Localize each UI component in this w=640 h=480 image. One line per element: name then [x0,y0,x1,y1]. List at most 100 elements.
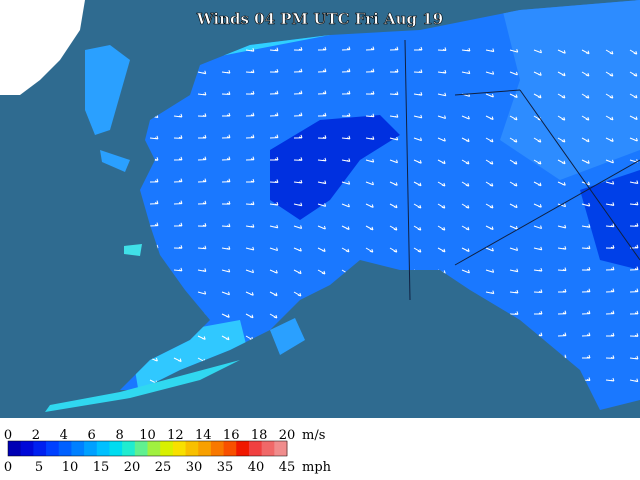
wind-arrow [317,112,327,117]
wind-arrow [605,223,615,228]
wind-arrow [269,201,279,206]
wind-arrow [629,310,639,315]
wind-arrow [245,112,255,117]
legend-swatch [122,441,136,456]
mph-label: 20 [124,460,141,475]
ms-label: 0 [4,428,12,443]
legend-swatch [46,441,60,456]
ms-unit: m/s [302,428,325,443]
wind-arrow [533,159,542,165]
wind-arrow [509,181,518,187]
wind-arrow [605,245,615,249]
wind-arrow [413,69,423,74]
legend-swatch [248,441,263,456]
wind-arrow [437,181,446,187]
wind-arrow [245,69,255,74]
wind-arrow [509,203,518,209]
wind-arrow [341,158,351,163]
wind-arrow [461,247,470,252]
wind-arrow [269,269,278,274]
wind-arrow [221,156,231,161]
seward-peninsula [85,45,130,135]
legend-swatch [58,441,72,456]
legend-swatch [210,441,225,456]
legend-swatch [185,441,199,456]
wind-arrow [221,313,230,318]
wind-arrow [557,137,566,143]
wind-arrow [269,313,278,319]
wind-arrow [509,115,518,121]
wind-arrow [605,159,614,164]
wind-arrow [485,181,494,187]
wind-arrow [581,224,591,228]
wind-arrow [221,200,231,205]
st-lawrence-island [100,150,130,172]
wind-arrow [557,288,567,293]
wind-arrow [269,112,279,117]
mph-label: 40 [248,460,265,475]
wind-arrow [581,310,591,315]
wind-arrow [629,115,638,121]
wind-arrow [389,91,399,96]
wind-arrow [221,178,231,183]
wind-arrow [605,137,614,142]
wind-arrow [341,225,350,230]
wind-arrow [317,68,327,73]
wind-arrow [173,267,183,272]
wind-arrow [485,290,495,295]
wind-arrow [413,159,422,164]
ms-label: 2 [32,428,40,443]
wind-arrow [389,159,398,164]
wind-arrow [221,134,231,139]
wind-arrow [485,115,494,121]
wind-arrow [245,246,255,251]
legend-swatch [261,441,275,456]
wind-arrow [389,114,399,118]
wind-arrow [533,289,543,293]
legend-swatch [8,441,22,456]
wind-arrow [557,224,567,229]
wind-arrow [533,246,543,251]
wind-arrow [269,156,279,161]
wind-arrow [581,71,590,77]
wind-arrow [149,135,159,140]
wind-arrow [317,46,327,51]
wind-arrow [221,223,231,228]
wind-arrow [437,159,446,165]
wind-arrow [629,71,638,77]
wind-arrow [581,245,591,250]
wind-arrow [197,268,207,272]
ms-label: 10 [139,428,156,443]
wind-arrow [629,288,639,293]
mph-label: 25 [155,460,172,475]
wind-arrow [509,225,518,230]
wind-arrow [509,159,518,165]
wind-arrow [629,223,639,227]
wind-arrow [221,112,231,117]
ms-label: 14 [195,428,212,443]
wind-arrow [389,181,398,186]
wind-arrow [629,49,638,55]
wind-arrow [245,156,255,161]
wind-arrow [629,378,639,383]
wind-arrow [413,92,423,96]
wind-arrow [221,268,231,273]
wind-arrow [269,291,278,297]
wind-arrow [605,49,614,55]
wind-arrow [485,71,495,75]
wind-arrow [533,181,542,187]
wind-arrow [317,157,327,162]
wind-arrow [293,225,303,229]
wind-arrow [365,225,374,231]
wind-arrow [317,180,327,185]
wind-arrow [269,134,279,139]
ms-label: 4 [60,428,68,443]
wind-arrow [533,71,542,76]
wind-arrow [605,310,615,315]
wind-arrow [341,135,351,140]
wind-arrow [605,332,615,337]
wind-arrow [293,291,302,297]
wind-arrow [173,222,183,227]
wind-arrow [605,288,615,293]
legend-swatch [198,441,212,456]
